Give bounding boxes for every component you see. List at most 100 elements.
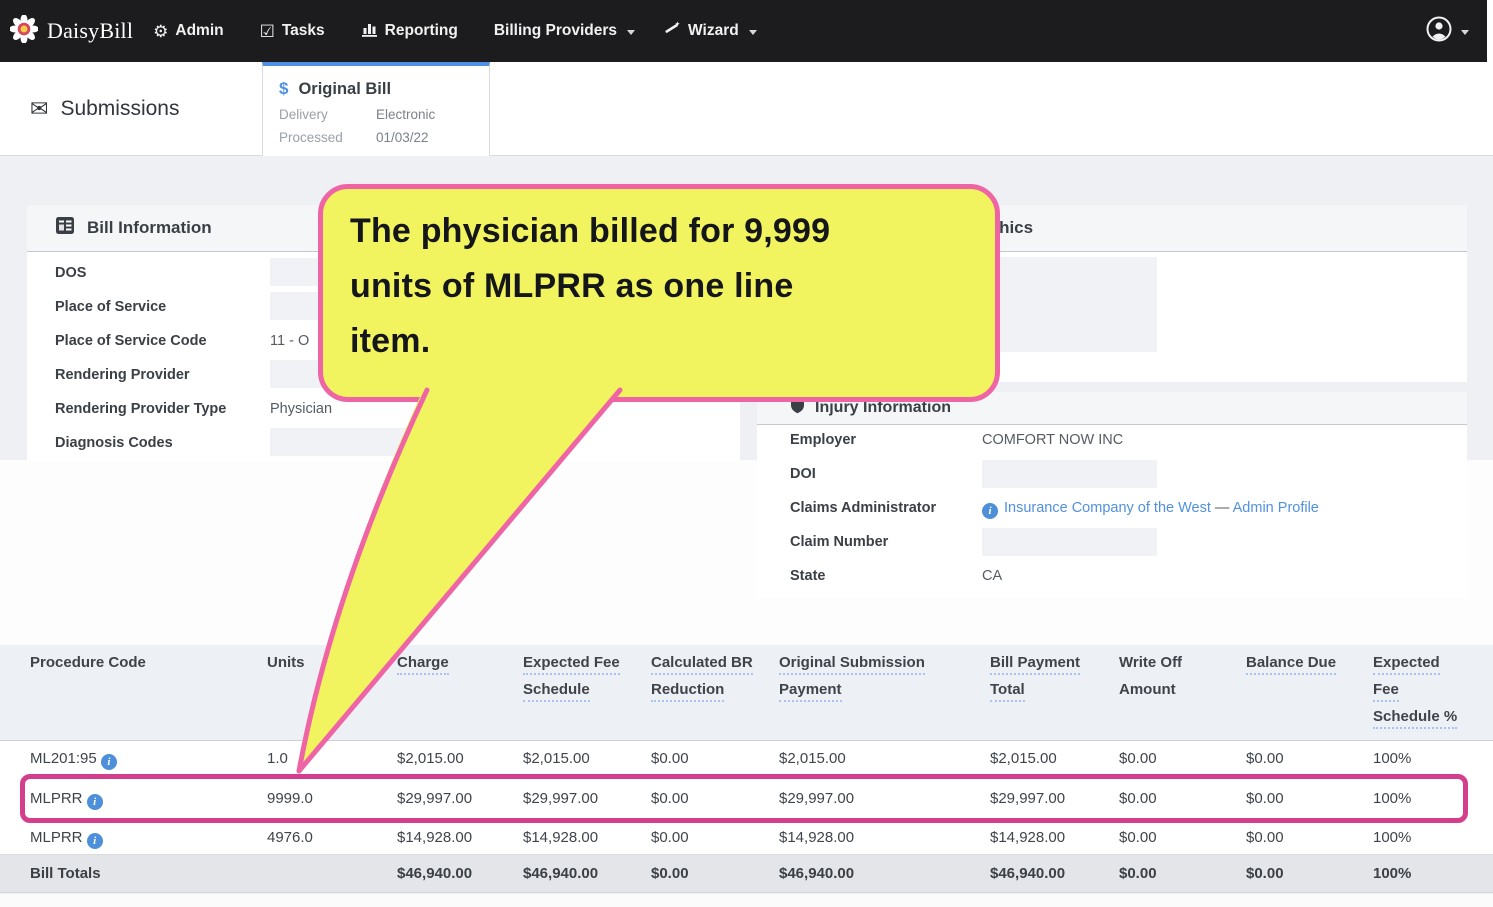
balance-due-cell: $0.00 bbox=[1246, 750, 1284, 767]
callout-bubble: The physician billed for 9,999 units of … bbox=[318, 184, 1000, 402]
claims-administrator-label: Claims Administrator bbox=[790, 500, 937, 516]
expected-fee-schedule-pct-cell: 100% bbox=[1373, 750, 1412, 767]
col-bill-payment-total[interactable]: Bill Payment Total bbox=[990, 654, 1081, 708]
diagnosis-codes-value-redacted bbox=[270, 428, 470, 456]
col-write-off-amount: Write Off Amount bbox=[1119, 654, 1183, 698]
balance-due-total: $0.00 bbox=[1246, 865, 1284, 882]
line-items-table-header: Procedure Code Units Charge Expected Fee… bbox=[0, 645, 1493, 741]
balance-due-cell: $0.00 bbox=[1246, 790, 1284, 807]
info-icon[interactable] bbox=[86, 833, 103, 849]
submissions-section-label: ✉ Submissions bbox=[30, 96, 180, 121]
original-submission-payment-total: $46,940.00 bbox=[779, 865, 855, 882]
bottom-spacer bbox=[0, 894, 1493, 907]
expected-fee-schedule-cell: $29,997.00 bbox=[523, 790, 599, 807]
expected-fee-schedule-cell: $14,928.00 bbox=[523, 829, 599, 846]
col-charge[interactable]: Charge bbox=[397, 654, 449, 681]
chevron-down-icon bbox=[627, 29, 636, 35]
bill-information-title: Bill Information bbox=[87, 218, 212, 237]
state-label: State bbox=[790, 568, 826, 584]
col-expected-fee-schedule-pct[interactable]: Expected Fee Schedule % bbox=[1373, 654, 1458, 735]
callout-text: The physician billed for 9,999 units of … bbox=[350, 212, 831, 360]
envelope-icon: ✉ bbox=[30, 96, 49, 121]
nav-item-tasks[interactable]: ☑ Tasks bbox=[259, 21, 325, 41]
demographics-value-redacted bbox=[982, 257, 1157, 352]
write-off-amount-cell: $0.00 bbox=[1119, 750, 1157, 767]
claim-number-label: Claim Number bbox=[790, 534, 889, 550]
nav-item-admin[interactable]: ⚙ Admin bbox=[153, 21, 224, 41]
doi-value-redacted bbox=[982, 460, 1157, 488]
calculated-br-reduction-cell: $0.00 bbox=[651, 750, 689, 767]
expected-fee-schedule-total: $46,940.00 bbox=[523, 865, 599, 882]
tab-original-bill[interactable]: $ Original Bill Delivery Electronic Proc… bbox=[262, 62, 490, 156]
nav-item-wizard[interactable]: Wizard bbox=[663, 20, 757, 42]
bill-payment-total-cell: $2,015.00 bbox=[990, 750, 1057, 767]
procedure-code-cell: MLPRR bbox=[30, 821, 103, 855]
chevron-down-icon bbox=[1461, 29, 1469, 35]
employer-label: Employer bbox=[790, 432, 857, 448]
user-menu[interactable] bbox=[1426, 16, 1469, 47]
injury-information-panel: Injury Information Employer COMFORT NOW … bbox=[757, 392, 1467, 598]
bill-payment-total-total: $46,940.00 bbox=[990, 865, 1066, 882]
rendering-provider-type-label: Rendering Provider Type bbox=[55, 401, 227, 417]
col-expected-fee-schedule[interactable]: Expected Fee Schedule bbox=[523, 654, 620, 708]
col-balance-due[interactable]: Balance Due bbox=[1246, 654, 1337, 681]
nav-item-billing-providers[interactable]: Billing Providers bbox=[494, 22, 636, 40]
submissions-band: ✉ Submissions $ Original Bill Delivery E… bbox=[0, 62, 1493, 156]
write-off-amount-cell: $0.00 bbox=[1119, 829, 1157, 846]
bill-totals-row: Bill Totals $46,940.00 $46,940.00 $0.00 … bbox=[0, 855, 1493, 893]
col-original-submission-payment[interactable]: Original Submission Payment bbox=[779, 654, 925, 708]
daisybill-brand[interactable]: DaisyBill bbox=[9, 13, 134, 48]
units-cell: 1.0 bbox=[267, 750, 288, 767]
expected-fee-schedule-pct-total: 100% bbox=[1373, 865, 1412, 882]
user-avatar-icon bbox=[1426, 16, 1452, 47]
table-row: ML201:95 1.0 $2,015.00 $2,015.00 $0.00 $… bbox=[0, 741, 1493, 776]
injury-information-title: Injury Information bbox=[815, 399, 951, 416]
calculated-br-reduction-cell: $0.00 bbox=[651, 829, 689, 846]
calculated-br-reduction-cell: $0.00 bbox=[651, 790, 689, 807]
nav-item-reporting[interactable]: Reporting bbox=[361, 21, 458, 42]
admin-profile-link[interactable]: Admin Profile bbox=[1232, 500, 1319, 516]
info-icon[interactable] bbox=[86, 794, 103, 810]
info-icon[interactable] bbox=[982, 503, 998, 519]
balance-due-cell: $0.00 bbox=[1246, 829, 1284, 846]
col-units: Units bbox=[267, 654, 305, 671]
tab-delivery-value: Electronic bbox=[376, 107, 436, 122]
brand-name: DaisyBill bbox=[47, 18, 134, 43]
claims-administrator-link[interactable]: Insurance Company of the West bbox=[1004, 500, 1211, 516]
charge-cell: $14,928.00 bbox=[397, 829, 473, 846]
chevron-down-icon bbox=[748, 29, 757, 35]
units-cell: 9999.0 bbox=[267, 790, 313, 807]
procedure-code-cell: MLPRR bbox=[30, 776, 103, 821]
original-submission-payment-cell: $14,928.00 bbox=[779, 829, 855, 846]
expected-fee-schedule-pct-cell: 100% bbox=[1373, 790, 1412, 807]
charge-total: $46,940.00 bbox=[397, 865, 473, 882]
diagnosis-codes-label: Diagnosis Codes bbox=[55, 435, 173, 451]
dollar-icon: $ bbox=[279, 79, 289, 98]
bill-payment-total-cell: $14,928.00 bbox=[990, 829, 1066, 846]
bill-totals-label: Bill Totals bbox=[30, 865, 101, 882]
units-cell: 4976.0 bbox=[267, 829, 313, 846]
info-icon[interactable] bbox=[100, 754, 117, 770]
separator-dash: — bbox=[1214, 500, 1230, 516]
expected-fee-schedule-cell: $2,015.00 bbox=[523, 750, 590, 767]
rendering-provider-type-value: Physician bbox=[270, 401, 333, 417]
navbar-right-strip bbox=[1487, 0, 1493, 62]
tab-delivery-label: Delivery bbox=[279, 107, 328, 122]
col-calculated-br-reduction[interactable]: Calculated BR Reduction bbox=[651, 654, 753, 708]
tab-processed-value: 01/03/22 bbox=[376, 130, 429, 145]
top-navbar: DaisyBill ⚙ Admin ☑ Tasks Reporting Bill… bbox=[0, 0, 1487, 62]
bill-payment-total-cell: $29,997.00 bbox=[990, 790, 1066, 807]
rendering-provider-label: Rendering Provider bbox=[55, 367, 190, 383]
bar-chart-icon bbox=[361, 21, 378, 42]
col-procedure-code: Procedure Code bbox=[30, 654, 146, 671]
write-off-amount-cell: $0.00 bbox=[1119, 790, 1157, 807]
original-submission-payment-cell: $29,997.00 bbox=[779, 790, 855, 807]
tab-title: Original Bill bbox=[298, 80, 392, 98]
procedure-code-cell: ML201:95 bbox=[30, 741, 117, 776]
charge-cell: $2,015.00 bbox=[397, 750, 464, 767]
employer-value: COMFORT NOW INC bbox=[982, 432, 1124, 448]
wand-icon bbox=[663, 20, 681, 42]
write-off-amount-total: $0.00 bbox=[1119, 865, 1157, 882]
table-row: MLPRR 4976.0 $14,928.00 $14,928.00 $0.00… bbox=[0, 821, 1493, 855]
